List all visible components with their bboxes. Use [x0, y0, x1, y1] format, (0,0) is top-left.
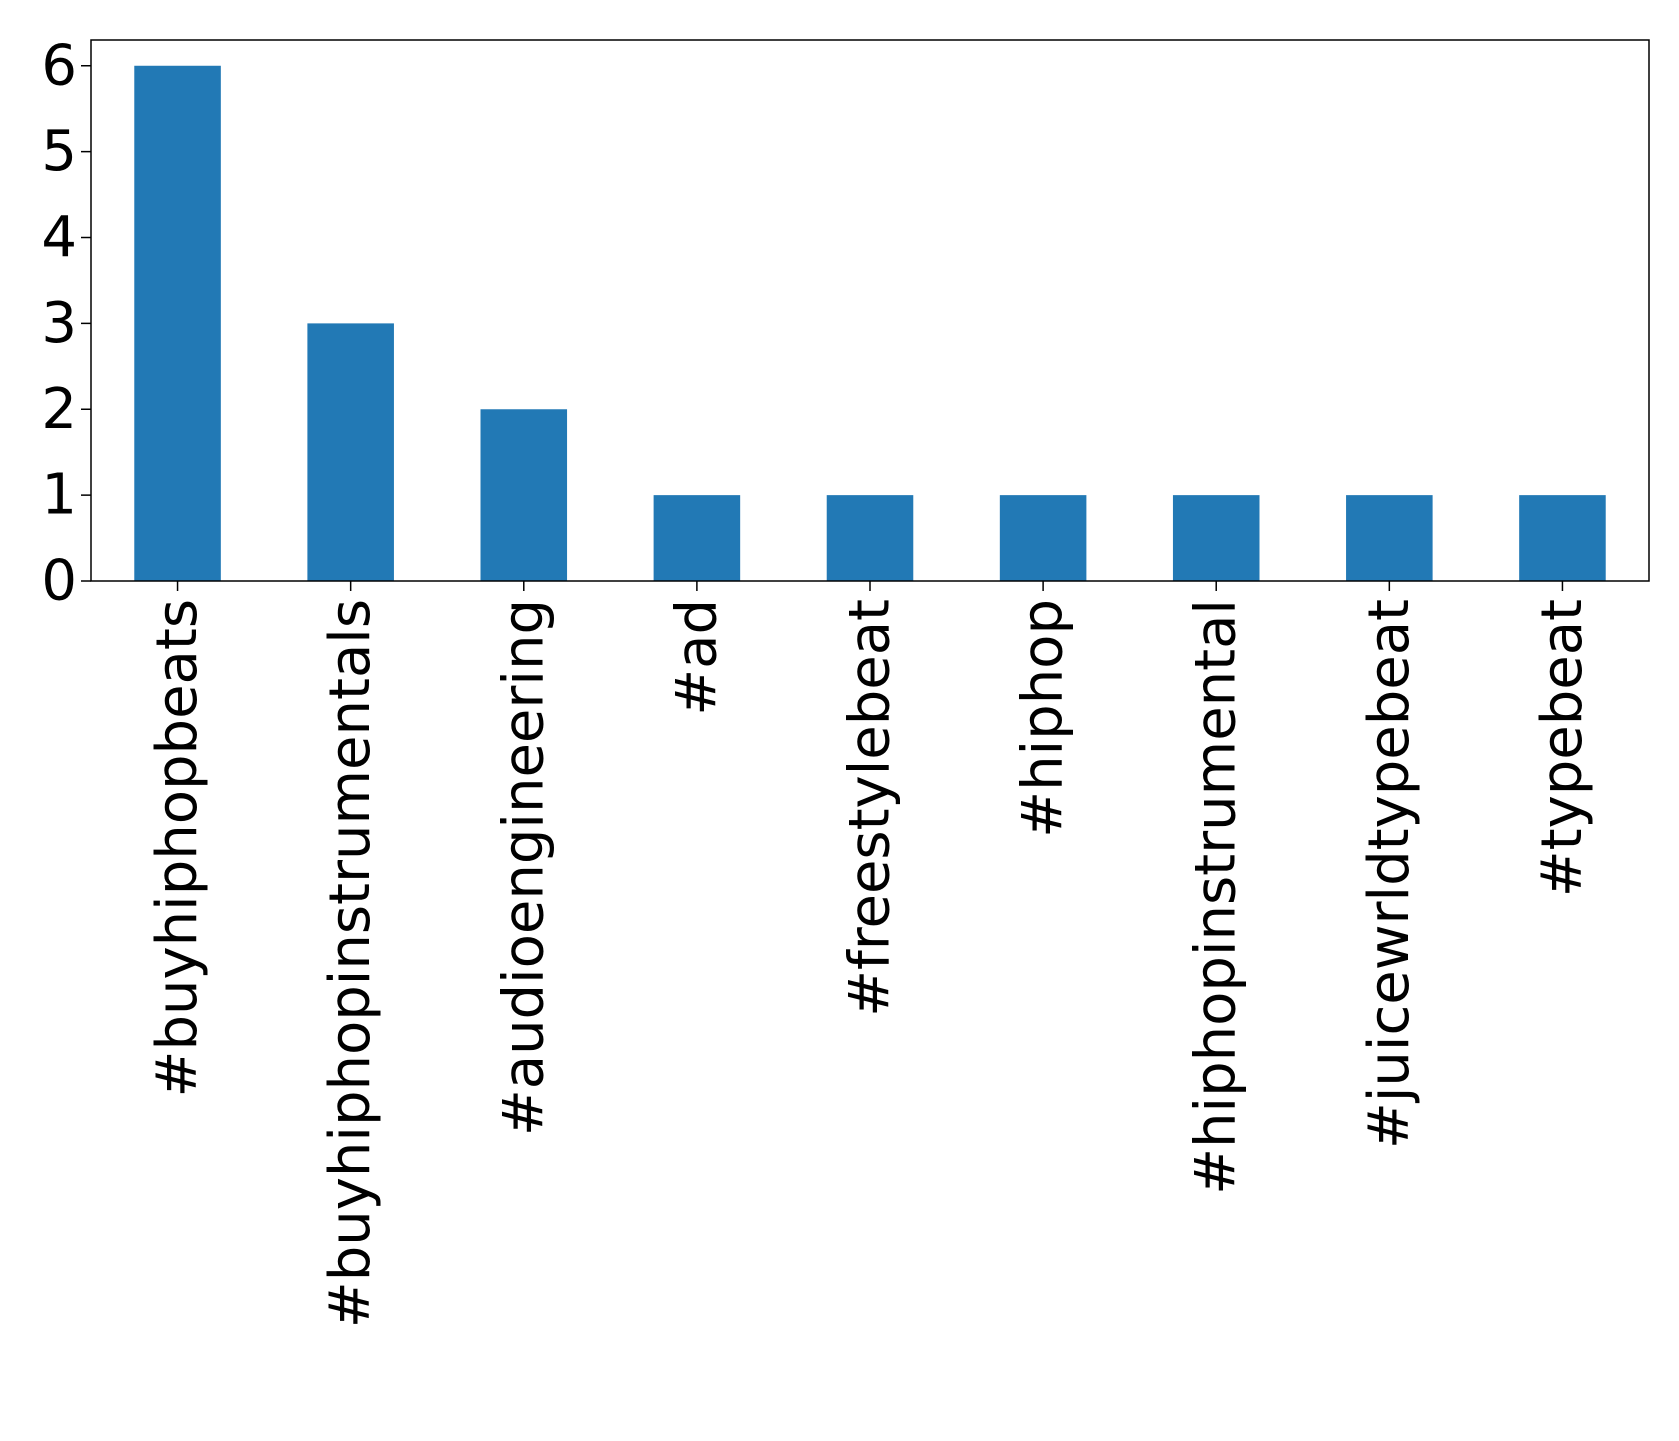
bar-juicewrldtypebeat: [1346, 495, 1433, 581]
bar-freestylebeat: [826, 495, 914, 581]
y-tick-label: 0: [41, 549, 77, 614]
x-tick-label: #buyhiphopinstrumentals: [318, 599, 383, 1328]
y-tick-label: 2: [41, 377, 77, 442]
y-axis: 0 1 2 3 4 5 6: [41, 33, 91, 614]
x-tick-label: #ad: [664, 599, 729, 716]
y-tick-label: 6: [41, 33, 77, 98]
bar-buyhiphopinstrumentals: [307, 323, 394, 581]
x-tick-label: #hiphop: [1011, 599, 1076, 838]
plot-frame: [90, 39, 1650, 582]
bar-ad: [653, 495, 741, 581]
x-tick-label: #typebeat: [1530, 599, 1595, 897]
y-tick-label: 4: [41, 205, 77, 270]
x-tick-label: #buyhiphopbeats: [145, 599, 210, 1097]
x-axis: #buyhiphopbeats #buyhiphopinstrumentals #a…: [145, 581, 1595, 1328]
y-tick-label: 1: [41, 463, 77, 528]
bar-audioengineering: [480, 409, 568, 581]
bar-buyhiphopbeats: [134, 65, 221, 581]
bar-typebeat: [1519, 495, 1606, 581]
y-tick-label: 3: [41, 291, 77, 356]
x-tick-label: #juicewrldtypebeat: [1357, 599, 1422, 1149]
x-tick-label: #audioengineering: [491, 599, 556, 1136]
y-tick-label: 5: [41, 119, 77, 184]
bar-hiphopinstrumental: [1172, 495, 1260, 581]
bars-group: [134, 65, 1606, 581]
bar-hiphop: [999, 495, 1087, 581]
x-tick-label: #hiphopinstrumental: [1184, 599, 1249, 1195]
x-tick-label: #freestylebeat: [838, 599, 903, 1017]
